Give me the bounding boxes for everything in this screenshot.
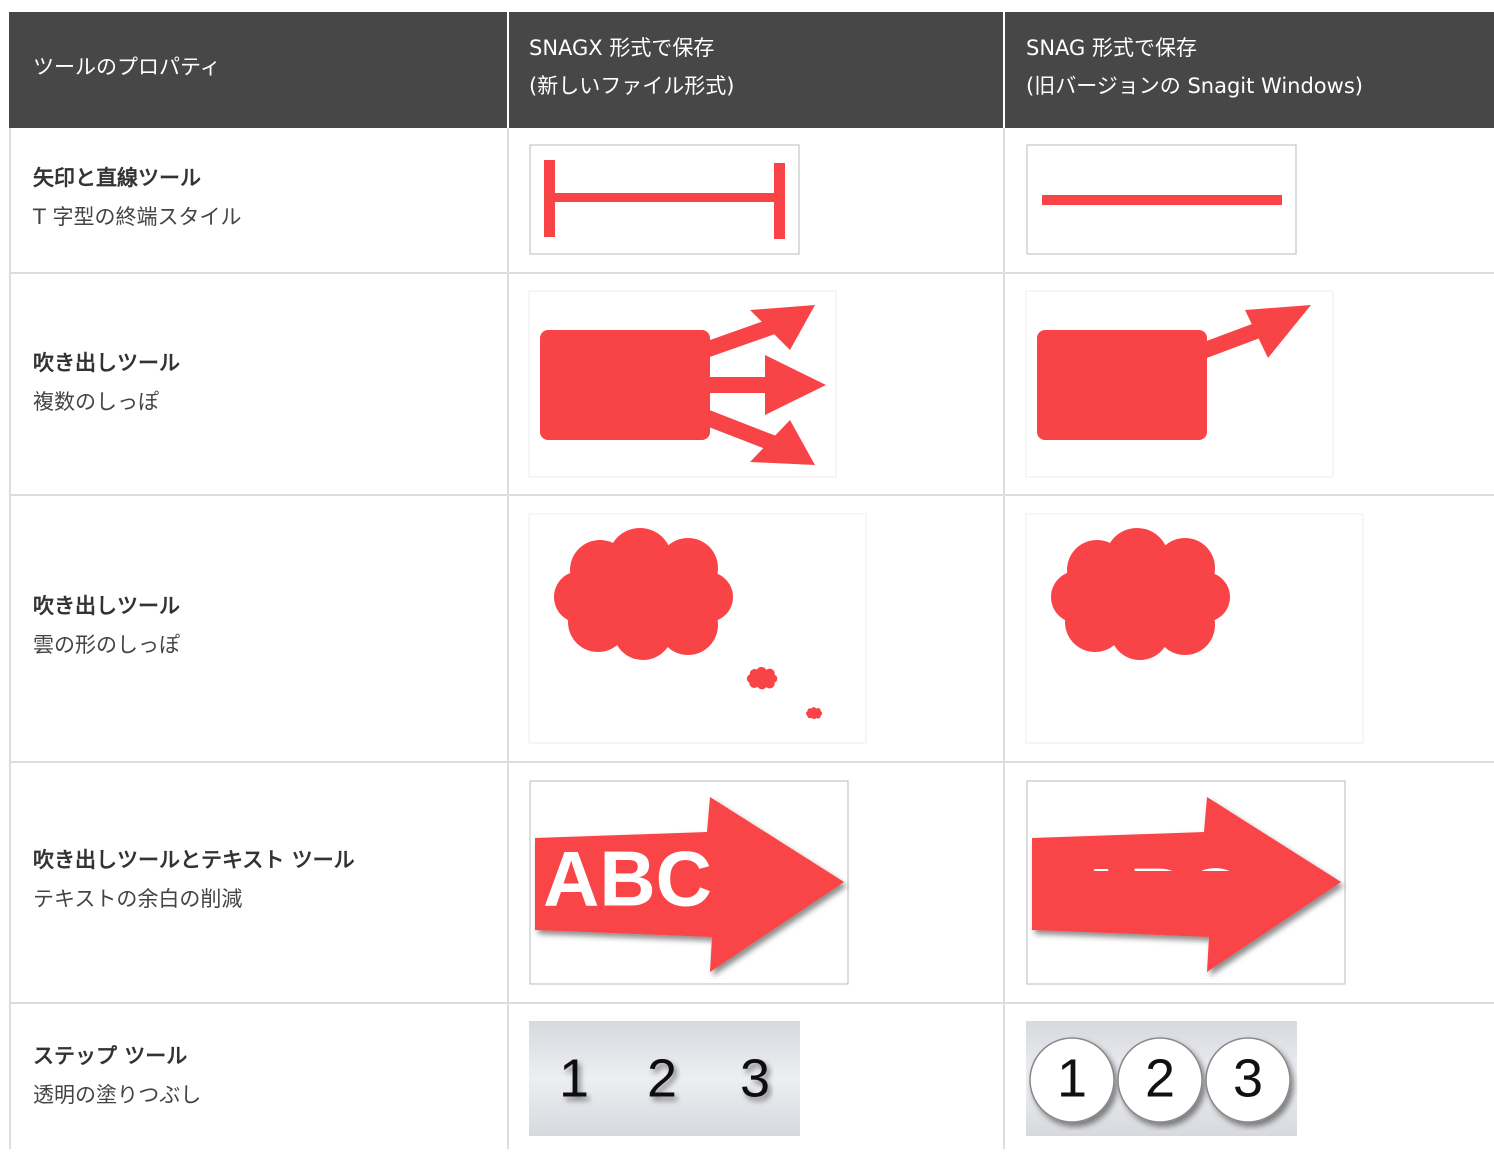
- row-desc: T 字型の終端スタイル: [32, 205, 242, 229]
- step-number: 3: [740, 1048, 770, 1108]
- steps-transparent-image: 1 2 3: [529, 1021, 800, 1136]
- step-number: 1: [1057, 1048, 1087, 1108]
- step-number: 2: [1145, 1048, 1175, 1108]
- header-cell: ツールのプロパティ: [33, 55, 221, 79]
- steps-circle-image: 1 2 3: [1026, 1021, 1297, 1136]
- image-text: ABC: [543, 835, 712, 923]
- row-desc: 透明の塗りつぶし: [33, 1083, 201, 1107]
- row-title: 吹き出しツール: [33, 351, 180, 375]
- step-number: 1: [559, 1048, 589, 1108]
- cloud-image: [1025, 513, 1364, 744]
- arrow-text-image: ABC: [529, 780, 849, 985]
- row-title: 吹き出しツール: [33, 594, 180, 618]
- header-cell: SNAGX 形式で保存: [529, 36, 714, 60]
- step-number: 3: [1233, 1048, 1263, 1108]
- t-line-image: [529, 144, 800, 255]
- line-image: [1026, 144, 1297, 255]
- multi-tail-image: [528, 290, 837, 478]
- row-title: 矢印と直線ツール: [33, 166, 201, 190]
- step-number: 2: [647, 1048, 677, 1108]
- header-cell: SNAG 形式で保存: [1026, 36, 1197, 60]
- row-title: 吹き出しツールとテキスト ツール: [33, 848, 355, 872]
- header-cell: (旧バージョンの Snagit Windows): [1026, 74, 1363, 98]
- arrow-text-old-image: ABC: [1026, 780, 1346, 985]
- cloud-tail-image: [528, 513, 867, 744]
- row-desc: 複数のしっぽ: [33, 390, 159, 414]
- row-labels: 矢印と直線ツール T 字型の終端スタイル 吹き出しツール 複数のしっぽ 吹き出し…: [32, 166, 355, 1107]
- row-desc: テキストの余白の削減: [33, 887, 242, 911]
- row-title: ステップ ツール: [33, 1044, 187, 1068]
- single-tail-image: [1025, 290, 1334, 478]
- header-cell: (新しいファイル形式): [529, 74, 734, 98]
- table-grid: [9, 12, 1494, 1149]
- row-desc: 雲の形のしっぽ: [33, 633, 180, 657]
- image-text: ABC: [1073, 852, 1242, 940]
- header: ツールのプロパティ SNAGX 形式で保存 (新しいファイル形式) SNAG 形…: [33, 36, 1363, 98]
